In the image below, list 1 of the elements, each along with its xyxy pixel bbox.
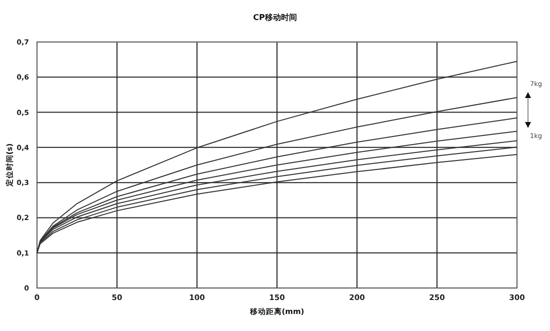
chart-title: CP移动时间 bbox=[253, 13, 297, 22]
